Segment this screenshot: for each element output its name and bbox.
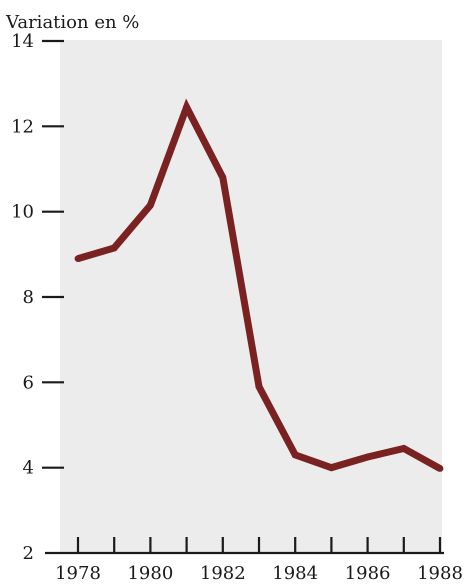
data-point (110, 244, 118, 252)
y-axis-label: Variation en % (5, 12, 139, 33)
data-point (147, 201, 154, 209)
x-tick-label: 1978 (55, 563, 101, 584)
data-point (364, 453, 371, 461)
series-layer (74, 98, 444, 472)
x-axis: 1978 1980 1982 1984 1986 1988 (45, 537, 463, 584)
y-tick-label: 10 (11, 202, 34, 223)
y-tick-label: 4 (23, 458, 34, 479)
x-tick-label: 1986 (345, 563, 391, 584)
x-tick-label: 1980 (127, 563, 173, 584)
y-tick-label: 12 (11, 116, 34, 137)
data-point (183, 103, 191, 111)
y-tick-label: 14 (11, 31, 34, 52)
y-tick-label: 6 (23, 372, 34, 393)
y-tick-label: 8 (23, 287, 34, 308)
data-point (255, 383, 263, 390)
data-point (328, 464, 335, 472)
data-point (400, 445, 408, 452)
data-point (219, 174, 227, 181)
y-tick-label: 2 (23, 543, 34, 564)
y-axis: 14 12 10 8 6 4 2 (11, 31, 64, 564)
x-tick-label: 1982 (200, 563, 246, 584)
data-point (291, 451, 299, 459)
x-tick-label: 1984 (272, 563, 318, 584)
plot-background (60, 40, 442, 553)
data-point (74, 255, 82, 262)
data-point (436, 465, 444, 472)
x-tick-label: 1988 (417, 563, 463, 584)
